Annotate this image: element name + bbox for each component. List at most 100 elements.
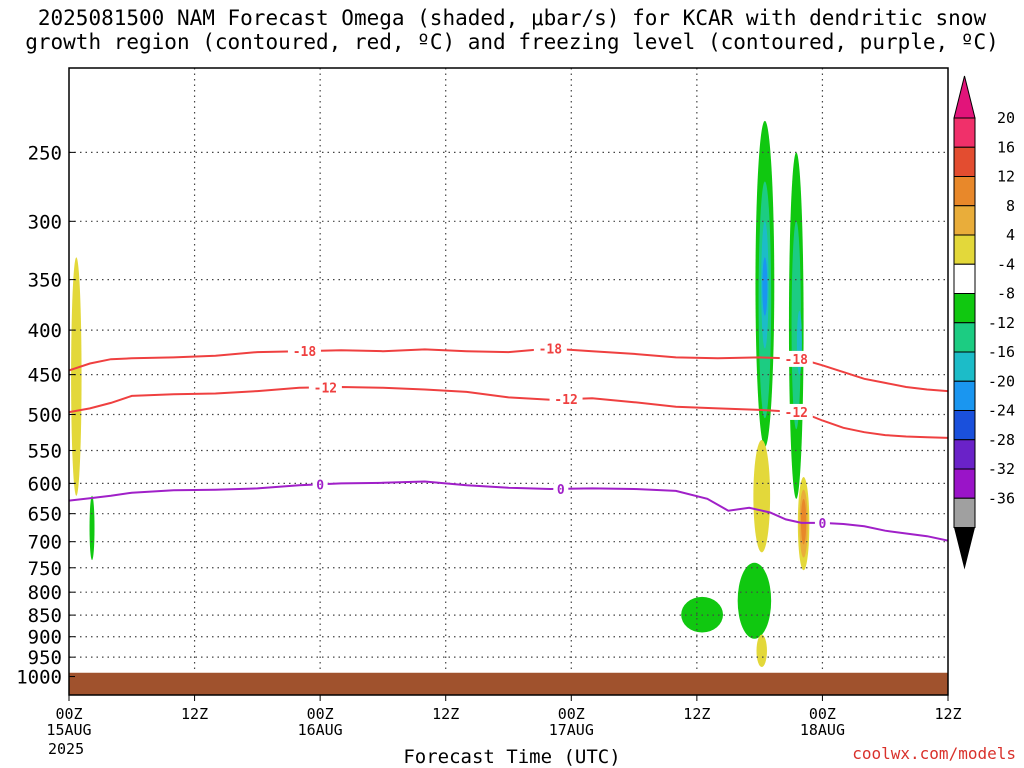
x-tick-label-0: 00Z <box>55 705 82 723</box>
y-tick-label-850: 850 <box>28 605 62 627</box>
contour-label-bg-0-1 <box>553 480 569 497</box>
colorbar-swatch-7 <box>953 322 976 353</box>
x-tick-label-60: 12Z <box>683 705 710 723</box>
chart-title-line1: 2025081500 NAM Forecast Omega (shaded, μ… <box>37 6 987 30</box>
omega-region-0 <box>71 257 82 496</box>
contour-label-bg-0-0 <box>312 476 328 493</box>
y-tick-label-400: 400 <box>28 320 62 342</box>
x-tick-date-72: 18AUG <box>800 721 845 739</box>
colorbar-top-arrow <box>953 75 976 119</box>
omega-region-7 <box>791 221 801 430</box>
y-tick-label-300: 300 <box>28 211 62 233</box>
y-axis: 2503003504004505005506006507007508008509… <box>16 142 75 689</box>
x-tick-date-48: 17AUG <box>549 721 594 739</box>
colorbar-swatch-10 <box>953 410 976 441</box>
year-label: 2025 <box>48 740 85 758</box>
colorbar-label-1: 16 <box>997 138 1015 156</box>
colorbar-swatch-11 <box>953 439 976 470</box>
grid-lines <box>69 68 948 695</box>
y-tick-label-900: 900 <box>28 627 62 649</box>
omega-region-12 <box>800 498 807 545</box>
colorbar-label-8: -16 <box>988 343 1015 361</box>
colorbar-swatch-8 <box>953 351 976 382</box>
x-axis-title: Forecast Time (UTC) <box>403 746 621 768</box>
contour-label-bg--12-0 <box>308 379 342 396</box>
surface-band <box>69 672 948 695</box>
contour-label--18-1: -18 <box>539 343 563 358</box>
y-tick-label-1000: 1000 <box>16 667 62 689</box>
contour-label-0-2: 0 <box>819 517 827 532</box>
colorbar-label-13: -36 <box>988 489 1015 507</box>
colorbar-swatch-13 <box>953 497 976 528</box>
y-tick-label-950: 950 <box>28 647 62 669</box>
colorbar-label-2: 12 <box>997 168 1015 186</box>
contour-line--18 <box>69 347 948 393</box>
y-tick-label-800: 800 <box>28 582 62 604</box>
colorbar-label-6: -8 <box>997 285 1015 303</box>
contour-label--18-0: -18 <box>293 345 317 360</box>
colorbar-label-3: 8 <box>1006 197 1015 215</box>
colorbar-label-0: 20 <box>997 109 1015 127</box>
contour-label-bg--18-0 <box>287 343 321 360</box>
omega-region-5 <box>762 257 768 316</box>
omega-region-9 <box>753 440 771 553</box>
chart-title-line2: growth region (contoured, red, ºC) and f… <box>25 30 999 54</box>
y-tick-label-350: 350 <box>28 270 62 292</box>
contour-line--12 <box>69 385 948 439</box>
y-tick-label-250: 250 <box>28 142 62 164</box>
y-tick-label-650: 650 <box>28 504 62 526</box>
x-tick-label-24: 00Z <box>307 705 334 723</box>
colorbar-swatch-1 <box>953 146 976 177</box>
surface-terrain <box>69 672 948 695</box>
y-tick-label-750: 750 <box>28 558 62 580</box>
y-tick-label-450: 450 <box>28 365 62 387</box>
colorbar-label-10: -24 <box>988 402 1015 420</box>
colorbar-label-7: -12 <box>988 314 1015 332</box>
colorbar-swatch-5 <box>953 263 976 294</box>
contour-label-bg--12-2 <box>779 403 813 420</box>
omega-region-14 <box>737 562 772 639</box>
omega-region-15 <box>756 634 767 667</box>
x-tick-label-48: 00Z <box>558 705 585 723</box>
colorbar-swatch-2 <box>953 176 976 207</box>
colorbar-label-9: -20 <box>988 372 1015 390</box>
plot-frame <box>68 67 949 696</box>
contour-label-bg-0-2 <box>814 514 830 531</box>
colorbar-label-12: -32 <box>988 460 1015 478</box>
contour-label--18-2: -18 <box>785 353 809 368</box>
y-tick-label-500: 500 <box>28 404 62 426</box>
y-tick-label-550: 550 <box>28 441 62 463</box>
colorbar-label-5: -4 <box>997 255 1015 273</box>
colorbar: 20 16 12 8 4 -4 -8 -12 -16 -20 -24 -28 -32 -36 <box>953 75 1015 570</box>
contour-label-bg--12-1 <box>549 391 583 408</box>
omega-region-1 <box>89 495 95 561</box>
x-tick-date-0: 15AUG <box>46 721 91 739</box>
x-tick-label-84: 12Z <box>934 705 961 723</box>
credit-link[interactable]: coolwx.com/models <box>852 744 1016 763</box>
colorbar-swatch-4 <box>953 234 976 265</box>
x-tick-label-72: 00Z <box>809 705 836 723</box>
contour-label-bg--18-1 <box>533 340 567 357</box>
x-tick-label-12: 12Z <box>181 705 208 723</box>
colorbar-label-11: -28 <box>988 431 1015 449</box>
contour-label-bg--18-2 <box>779 350 813 367</box>
y-tick-label-700: 700 <box>28 532 62 554</box>
plot-border <box>68 67 949 696</box>
colorbar-bottom-arrow <box>954 527 975 570</box>
colorbar-swatch-12 <box>953 468 976 499</box>
contour-label-0-0: 0 <box>316 478 324 493</box>
contour-label--12-0: -12 <box>314 381 337 396</box>
contour-lines: -18 -18 -18 -12 -12 -12 0 0 0 <box>69 340 948 542</box>
colorbar-swatch-0 <box>953 117 976 148</box>
x-tick-date-24: 16AUG <box>298 721 343 739</box>
x-tick-label-36: 12Z <box>432 705 459 723</box>
contour-label--12-1: -12 <box>554 393 577 408</box>
contour-label--12-2: -12 <box>785 406 808 421</box>
contour-line-0 <box>69 480 948 542</box>
contour-label-0-1: 0 <box>557 483 565 498</box>
colorbar-swatch-3 <box>953 205 976 236</box>
colorbar-swatch-6 <box>953 293 976 324</box>
y-tick-label-600: 600 <box>28 473 62 495</box>
